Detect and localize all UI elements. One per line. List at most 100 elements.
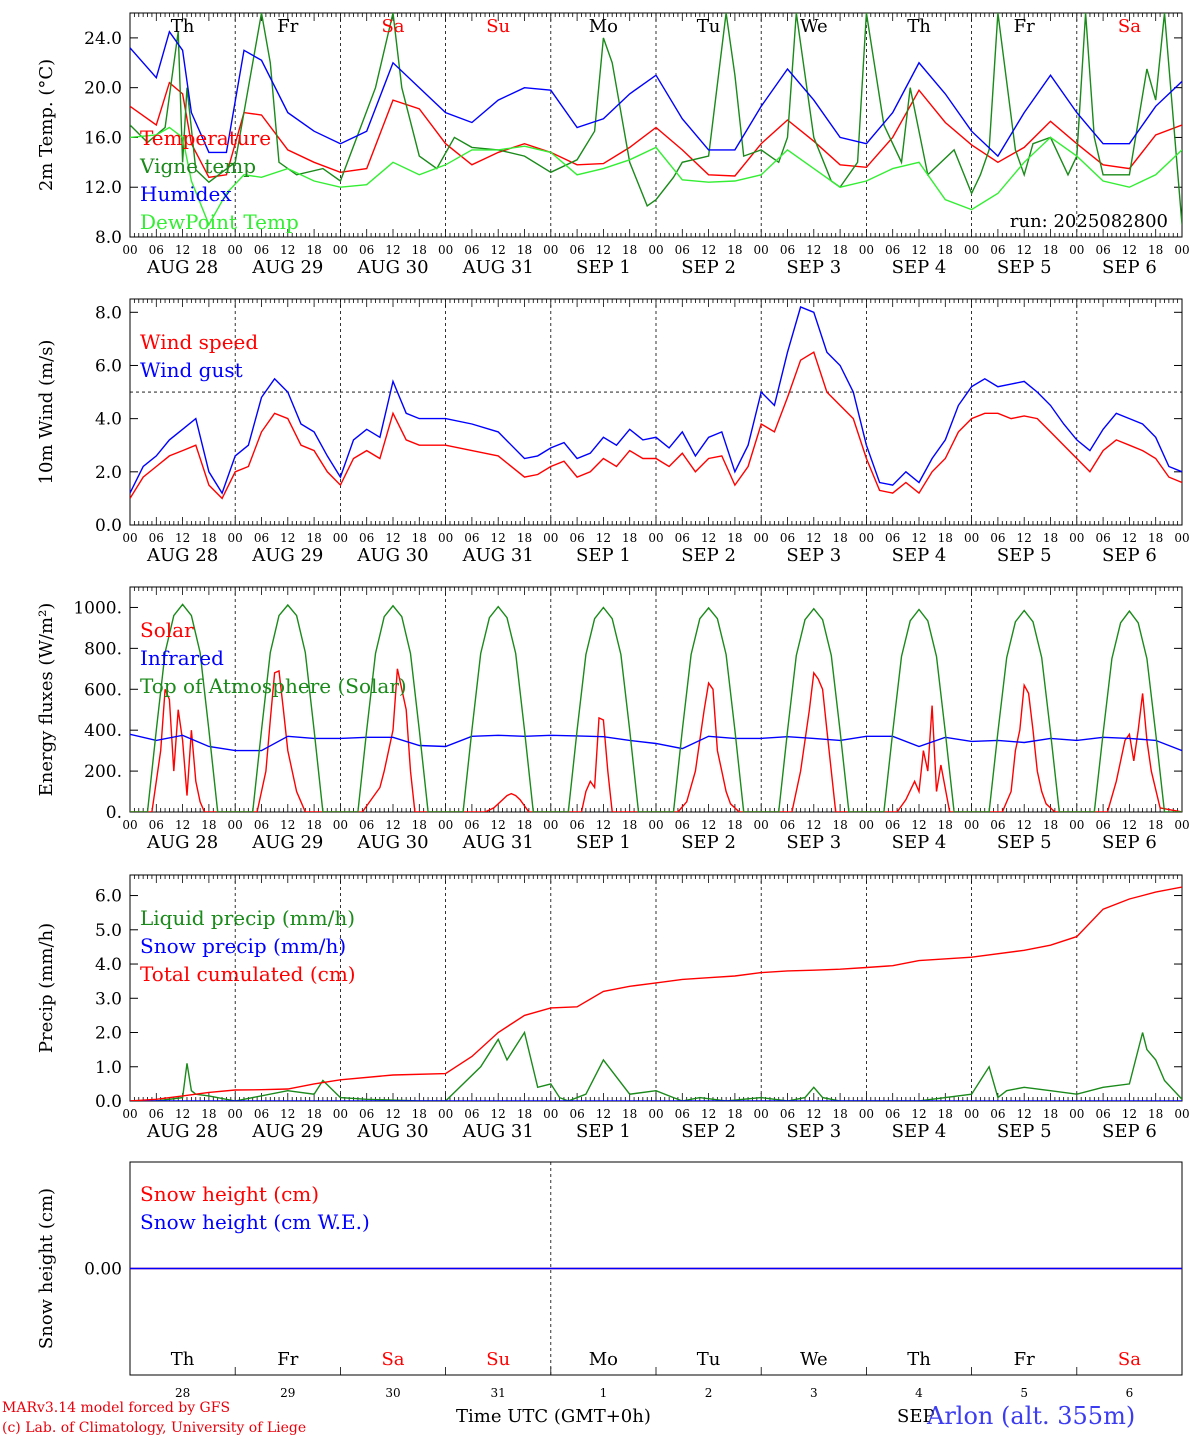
x-tick-label: 12 — [1017, 1107, 1032, 1121]
weekday-label: Mo — [589, 16, 618, 37]
date-label: SEP 1 — [576, 832, 631, 853]
x-tick-label: 00 — [754, 818, 769, 832]
x-tick-label: 12 — [491, 818, 506, 832]
weekday-label: Su — [486, 1349, 510, 1370]
x-tick-label: 12 — [491, 1107, 506, 1121]
x-tick-label: 00 — [438, 531, 453, 545]
y-tick-label: 8.0 — [95, 303, 122, 323]
x-tick-label: 06 — [149, 531, 164, 545]
weekday-label: We — [800, 1349, 828, 1370]
date-label: AUG 31 — [462, 832, 534, 853]
series-line-wind-gust — [130, 306, 1182, 495]
date-label: AUG 29 — [251, 257, 323, 278]
series-line-infrared — [130, 733, 1182, 752]
x-tick-label: 00 — [859, 243, 874, 257]
date-label: SEP 1 — [576, 257, 631, 278]
x-tick-label: 06 — [569, 243, 584, 257]
weekday-label: Tu — [697, 16, 721, 37]
x-tick-label: 18 — [306, 243, 321, 257]
x-tick-label: 00 — [1069, 818, 1084, 832]
date-label: SEP 1 — [576, 545, 631, 566]
x-tick-label: 18 — [938, 243, 953, 257]
legend-entry: Vigne temp — [139, 154, 256, 178]
x-tick-label: 18 — [1043, 531, 1058, 545]
x-tick-label: 18 — [727, 243, 742, 257]
y-tick-label: 12.0 — [84, 178, 122, 198]
x-tick-label: 00 — [228, 243, 243, 257]
x-tick-label: 12 — [175, 818, 190, 832]
date-label: AUG 30 — [356, 257, 428, 278]
date-label: AUG 30 — [356, 832, 428, 853]
y-axis-label: Energy fluxes (W/m²) — [36, 603, 57, 797]
x-tick-label: 06 — [780, 1107, 795, 1121]
date-label: SEP 5 — [997, 1121, 1052, 1142]
date-label: SEP 2 — [681, 545, 736, 566]
series-line-wind-speed — [130, 351, 1182, 500]
x-tick-label: 18 — [622, 531, 637, 545]
weekday-label: Th — [171, 16, 195, 37]
y-tick-label: 8.0 — [95, 228, 122, 248]
x-tick-label: 00 — [228, 531, 243, 545]
x-tick-label: 00 — [964, 818, 979, 832]
y-tick-label: 2.0 — [95, 1024, 122, 1044]
y-tick-label: 6.0 — [95, 887, 122, 907]
legend-entry: Total cumulated (cm) — [140, 962, 356, 986]
y-tick-label: 4.0 — [95, 955, 122, 975]
y-tick-label: 0.0 — [95, 516, 122, 536]
weekday-label: Su — [486, 16, 510, 37]
y-tick-label: 200. — [84, 762, 122, 782]
date-label: SEP 4 — [892, 1121, 947, 1142]
x-tick-label: 06 — [675, 531, 690, 545]
x-tick-label: 12 — [596, 531, 611, 545]
legend-entry: Solar — [140, 618, 194, 642]
x-tick-label: 00 — [648, 243, 663, 257]
day-number-label: 4 — [915, 1386, 923, 1400]
x-tick-label: 12 — [280, 243, 295, 257]
x-tick-label: 18 — [832, 818, 847, 832]
x-tick-label: 06 — [569, 531, 584, 545]
y-tick-label: 2.0 — [95, 463, 122, 483]
x-tick-label: 00 — [964, 243, 979, 257]
series-line-total-cumulated-cm- — [130, 886, 1182, 1101]
x-tick-label: 00 — [122, 1107, 137, 1121]
day-number-label: 1 — [600, 1386, 608, 1400]
date-label: SEP 4 — [892, 257, 947, 278]
x-tick-label: 06 — [780, 531, 795, 545]
x-tick-label: 06 — [149, 1107, 164, 1121]
x-tick-label: 00 — [859, 1107, 874, 1121]
x-tick-label: 00 — [1069, 531, 1084, 545]
x-tick-label: 06 — [254, 243, 269, 257]
x-tick-label: 00 — [438, 818, 453, 832]
x-tick-label: 00 — [228, 818, 243, 832]
legend-entry: Top of Atmosphere (Solar) — [140, 674, 407, 698]
x-tick-label: 18 — [517, 818, 532, 832]
date-label: SEP 3 — [786, 1121, 841, 1142]
series-line-top-of-atmosphere-solar- — [130, 603, 1182, 812]
x-tick-label: 12 — [701, 818, 716, 832]
y-tick-label: 400. — [84, 721, 122, 741]
x-tick-label: 18 — [1148, 243, 1163, 257]
x-tick-label: 06 — [149, 243, 164, 257]
x-tick-label: 12 — [1122, 1107, 1137, 1121]
x-tick-label: 18 — [201, 818, 216, 832]
x-tick-label: 00 — [122, 243, 137, 257]
date-label: AUG 29 — [251, 545, 323, 566]
x-tick-label: 12 — [596, 818, 611, 832]
x-tick-label: 00 — [122, 531, 137, 545]
y-axis-label: 10m Wind (m/s) — [36, 340, 57, 485]
x-tick-label: 06 — [464, 243, 479, 257]
y-tick-label: 1.0 — [95, 1058, 122, 1078]
date-label: AUG 28 — [146, 1121, 218, 1142]
weekday-label: Fr — [277, 1349, 298, 1370]
y-tick-label: 0.00 — [84, 1260, 122, 1280]
x-tick-label: 00 — [543, 1107, 558, 1121]
legend-entry: Snow height (cm) — [140, 1182, 319, 1206]
x-tick-label: 06 — [254, 1107, 269, 1121]
x-tick-label: 00 — [754, 531, 769, 545]
x-tick-label: 18 — [727, 1107, 742, 1121]
x-tick-label: 00 — [228, 1107, 243, 1121]
date-label: SEP 2 — [681, 1121, 736, 1142]
legend-entry: Wind speed — [140, 330, 258, 354]
